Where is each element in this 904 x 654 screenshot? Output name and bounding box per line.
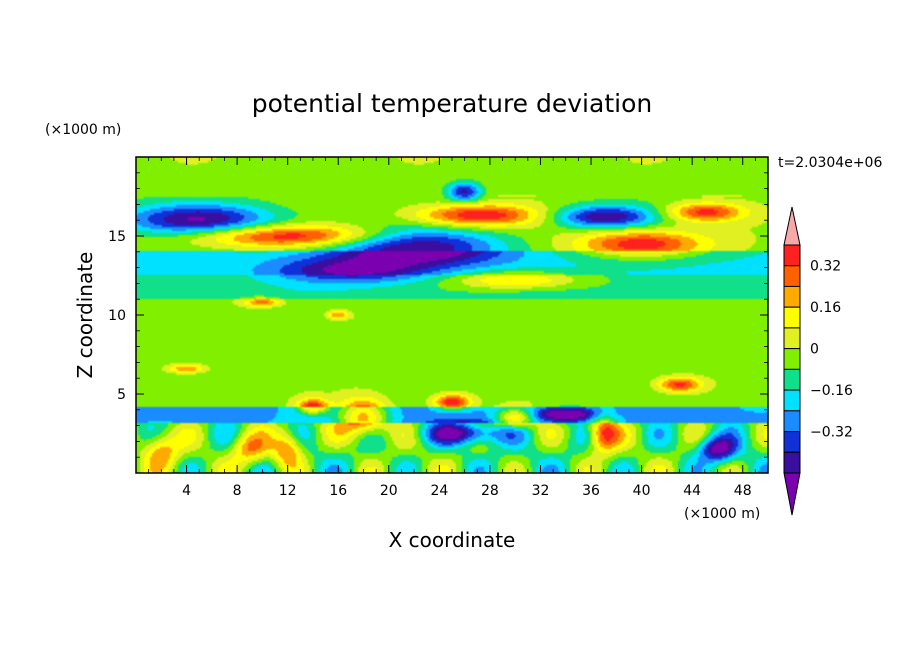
colorbar-segment [783,306,801,329]
colorbar-segment [783,451,801,474]
y-axis-label: Z coordinate [73,252,97,379]
x-tick-label: 16 [329,483,347,499]
y-tick-label: 5 [117,387,126,403]
x-tick-label: 4 [182,483,191,499]
x-tick-label: 28 [481,483,499,499]
time-label: t=2.0304e+06 [778,155,882,171]
colorbar-segment [783,265,801,287]
x-tick-label: 36 [582,483,600,499]
colorbar-segment [783,244,801,267]
colorbar-segment [783,348,801,370]
x-unit-label: (×1000 m) [684,506,760,522]
chart-title: potential temperature deviation [252,89,652,118]
colorbar-segment [783,410,801,433]
colorbar-segment [783,368,801,391]
colorbar-label: −0.32 [810,425,853,441]
y-tick-label: 10 [108,308,126,324]
x-tick-label: 48 [734,483,752,499]
colorbar-segment [783,389,801,412]
colorbar-segment [783,285,801,308]
x-axis-label: X coordinate [389,528,516,552]
colorbar-label: 0.16 [810,300,841,316]
y-unit-label: (×1000 m) [45,122,121,138]
x-tick-label: 8 [233,483,242,499]
y-axis: 5 10 15 [108,172,768,458]
colorbar-segment [783,431,801,453]
colorbar-label: −0.16 [810,383,853,399]
colorbar-label: 0 [810,342,819,358]
x-tick-label: 44 [683,483,701,499]
x-tick-label: 12 [279,483,297,499]
x-tick-label: 32 [532,483,550,499]
contour-field [136,157,768,473]
colorbar-segment [783,327,801,350]
colorbar-extend-bottom [783,472,801,516]
colorbar: 0.32 0.16 0 −0.16 −0.32 [783,206,853,516]
x-tick-label: 20 [380,483,398,499]
colorbar-extend-top [783,206,801,246]
y-tick-label: 15 [108,229,126,245]
plot-area [136,157,768,473]
x-tick-label: 24 [430,483,448,499]
colorbar-label: 0.32 [810,259,841,275]
x-axis: 4 8 12 16 20 24 28 32 36 40 44 48 [148,157,756,499]
x-tick-label: 40 [633,483,651,499]
